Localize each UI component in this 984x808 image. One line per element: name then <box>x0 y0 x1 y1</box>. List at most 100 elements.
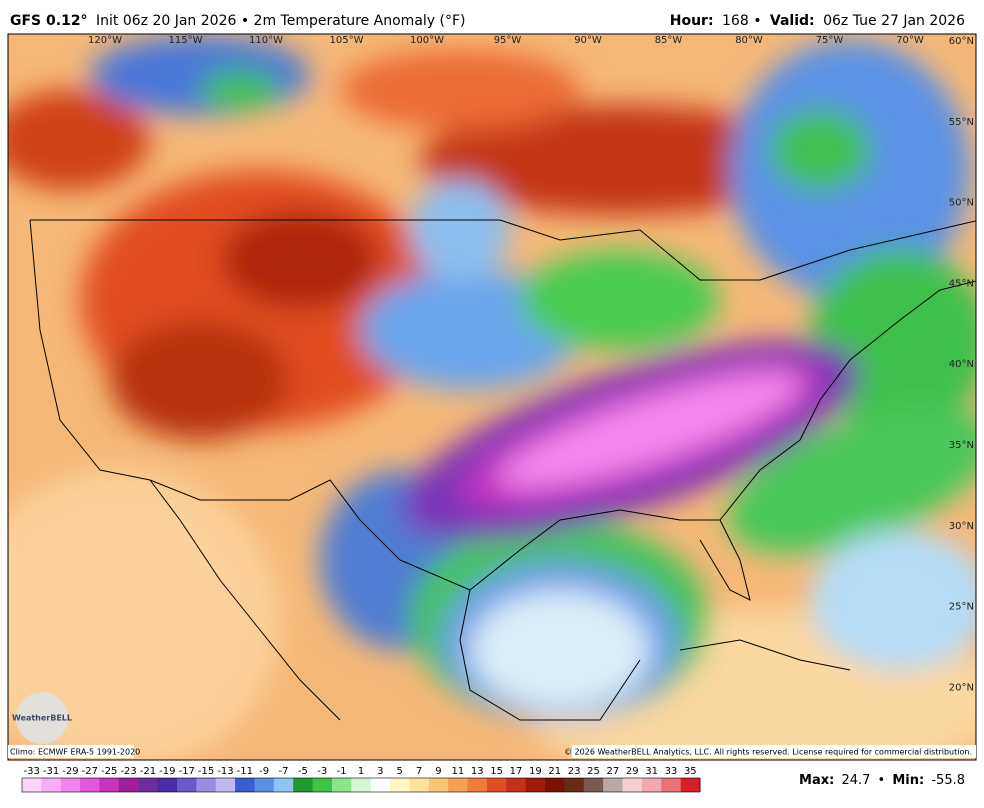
legend-swatch <box>22 778 42 792</box>
legend-swatch <box>525 778 546 792</box>
max-label: Max: <box>799 773 834 788</box>
valid: 06z Tue 27 Jan 2026 <box>823 13 965 29</box>
legend-tick: 19 <box>529 766 542 777</box>
legend-tick: 29 <box>626 766 639 777</box>
legend-tick: -19 <box>159 766 175 777</box>
legend-swatch <box>661 778 682 792</box>
lon-label: 120°W <box>88 35 122 46</box>
legend-tick: 27 <box>606 766 619 777</box>
legend-tick: -11 <box>237 766 253 777</box>
legend-swatch <box>273 778 294 792</box>
legend-tick: -15 <box>198 766 214 777</box>
graticule-labels: 120°W 115°W 110°W 105°W 100°W 95°W 90°W 85°W 80°… <box>88 35 974 693</box>
legend-swatch <box>99 778 120 792</box>
legend-swatch <box>312 778 333 792</box>
lon-label: 115°W <box>169 35 203 46</box>
legend-tick: 7 <box>416 766 422 777</box>
legend-swatch <box>196 778 217 792</box>
lon-label: 75°W <box>816 35 844 46</box>
climo: Climo: ECMWF ERA-5 1991-2020 <box>10 748 140 757</box>
lon-label: 85°W <box>655 35 683 46</box>
legend-swatch <box>235 778 255 792</box>
legend-swatch <box>118 778 139 792</box>
legend-swatch <box>370 778 391 792</box>
legend-tick: -27 <box>82 766 98 777</box>
legend-tick: -29 <box>62 766 78 777</box>
legend-swatch <box>157 778 178 792</box>
logo-badge <box>16 692 68 744</box>
lon-label: 110°W <box>249 35 283 46</box>
legend-swatch <box>176 778 197 792</box>
legend-swatch <box>428 778 449 792</box>
color-legend: -33 -31 -29 -27 -25 -23 -21 -19 -17 -15 -13 -11 -9 -7… <box>21 766 701 793</box>
hour-label: Hour: <box>670 13 714 29</box>
lat-label: 35°N <box>949 440 974 451</box>
legend-swatch <box>80 778 100 792</box>
copyright-box <box>572 745 976 758</box>
legend-tick: -3 <box>317 766 327 777</box>
lon-label: 90°W <box>574 35 602 46</box>
legend-tick: 9 <box>435 766 441 777</box>
legend-tick: 21 <box>548 766 561 777</box>
legend-swatch <box>603 778 624 792</box>
legend-swatch <box>583 778 604 792</box>
legend-tick: -1 <box>337 766 347 777</box>
lat-label: 60°N <box>949 36 974 47</box>
legend-tick: 17 <box>510 766 523 777</box>
legend-tick: 23 <box>568 766 581 777</box>
legend-swatch <box>390 778 410 792</box>
legend-tick: 3 <box>377 766 383 777</box>
logo: WeatherBELL <box>12 714 72 723</box>
lat-label: 40°N <box>949 359 974 370</box>
legend-tick: 1 <box>358 766 364 777</box>
legend-tick: 11 <box>451 766 464 777</box>
legend-swatch <box>545 778 565 792</box>
legend-tick: 5 <box>397 766 403 777</box>
legend-tick: 31 <box>645 766 658 777</box>
legend-tick: -17 <box>178 766 194 777</box>
lon-label: 70°W <box>896 35 924 46</box>
legend-swatch <box>448 778 469 792</box>
lon-label: 80°W <box>735 35 763 46</box>
legend-tick: 13 <box>471 766 484 777</box>
legend-tick: 33 <box>665 766 678 777</box>
legend-swatch <box>60 778 81 792</box>
lon-label: 100°W <box>410 35 444 46</box>
legend-tick: -13 <box>217 766 233 777</box>
legend-tick: -5 <box>298 766 308 777</box>
legend-tick: 15 <box>490 766 503 777</box>
legend-tick: 35 <box>684 766 697 777</box>
legend-swatch <box>41 778 62 792</box>
map-frame <box>7 33 977 761</box>
copyright: © 2026 WeatherBELL Analytics, LLC. All r… <box>564 748 972 757</box>
legend-swatch <box>506 778 527 792</box>
legend-swatch <box>641 778 662 792</box>
lat-label: 55°N <box>949 117 974 128</box>
legend-tick: -23 <box>120 766 136 777</box>
lat-label: 20°N <box>949 682 974 693</box>
lat-label: 45°N <box>949 278 974 289</box>
legend-frame <box>21 777 701 793</box>
legend-tick: -33 <box>24 766 40 777</box>
legend-swatch <box>564 778 585 792</box>
legend-tick: -9 <box>259 766 269 777</box>
climo-box <box>8 745 134 758</box>
lon-label: 105°W <box>330 35 364 46</box>
hour: 168 • <box>722 13 761 29</box>
run-info: Init 06z 20 Jan 2026 • 2m Temperature An… <box>96 13 466 29</box>
map-field <box>8 34 976 760</box>
legend-tick: -31 <box>43 766 59 777</box>
header-left: GFS 0.12° Init 06z 20 Jan 2026 • 2m Temp… <box>10 13 466 29</box>
model: GFS 0.12° <box>10 13 88 29</box>
sep: • <box>878 773 886 788</box>
legend-swatch <box>467 778 488 792</box>
legend-swatch <box>331 778 352 792</box>
legend-swatch <box>680 778 701 792</box>
legend-swatch <box>351 778 372 792</box>
lon-label: 95°W <box>494 35 522 46</box>
legend-swatch <box>293 778 314 792</box>
valid-label: Valid: <box>770 13 815 29</box>
legend-swatch <box>486 778 507 792</box>
legend-tick: -21 <box>140 766 156 777</box>
